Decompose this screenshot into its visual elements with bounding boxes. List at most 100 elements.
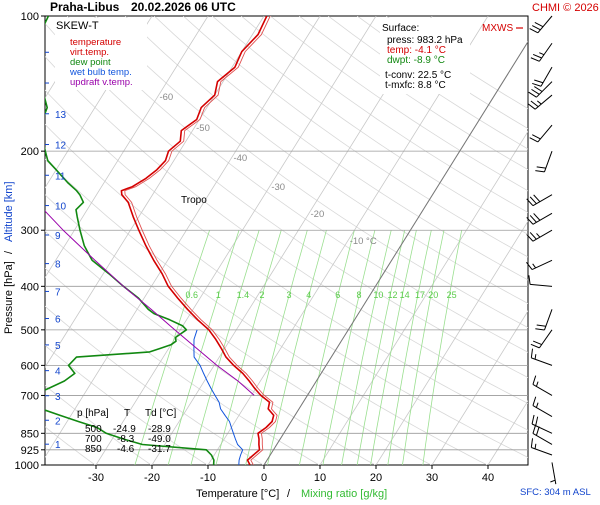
wind-barb-half-flag <box>535 402 539 408</box>
x-tick-label: -30 <box>88 472 104 484</box>
isotherm-label: -10 °C <box>350 236 377 247</box>
y-axis-title-separator: / <box>3 250 15 254</box>
y-axis-title: Pressure [hPa] <box>3 261 15 334</box>
mixing-ratio-label: 1.4 <box>237 290 250 300</box>
wind-barb <box>529 124 553 143</box>
wind-barb-flag <box>534 22 544 28</box>
wind-barb <box>530 329 553 349</box>
table-td-850: -31.7 <box>148 444 171 455</box>
altitude-tick-label: 5 <box>55 341 61 352</box>
isotherm-label: -40 <box>233 153 247 164</box>
wind-barb-staff <box>532 405 553 417</box>
wind-barb-staff <box>538 42 553 62</box>
wind-barb-staff <box>531 423 553 434</box>
mixing-ratio-line <box>190 230 260 465</box>
x-tick-label: 30 <box>426 472 438 484</box>
wind-barb-half-flag <box>550 479 556 483</box>
mixing-ratio-line <box>341 230 392 465</box>
wind-barb-staff <box>538 329 553 349</box>
legend-dew-point: dew point <box>70 57 111 68</box>
wind-barb-flag <box>533 213 541 221</box>
table-t-700: -8.3 <box>117 434 135 445</box>
zero-isotherm <box>263 40 528 465</box>
wind-barb-staff <box>534 94 553 110</box>
isotherm <box>375 220 528 465</box>
wind-barb-half-flag <box>535 381 539 387</box>
wind-barb-flag <box>535 170 545 173</box>
wind-barb <box>535 150 553 173</box>
mixing-ratio-label: 0.6 <box>185 290 198 300</box>
dry-adiabat <box>241 16 528 213</box>
surface-info: Surface: press: 983.2 hPa temp: -4.1 °C … <box>380 18 470 94</box>
isotherm <box>45 16 265 368</box>
mixing-ratio-line <box>387 230 432 465</box>
pressure-tick-label: 500 <box>21 325 39 337</box>
legend-updraft: updraft v.temp. <box>70 77 133 88</box>
altitude-tick-label: 12 <box>55 141 67 152</box>
wind-barb-staff <box>531 357 553 366</box>
mixing-ratio-line <box>322 230 376 465</box>
table-header-t: T <box>124 408 130 419</box>
table-p-850: 850 <box>85 444 102 455</box>
wind-barb <box>526 259 553 271</box>
mixing-ratio-label: 4 <box>306 290 311 300</box>
wind-barbs <box>526 15 557 485</box>
wind-barb-flag <box>526 198 534 207</box>
legend-box <box>55 18 147 90</box>
mixing-ratio-line <box>422 230 463 465</box>
wind-barb <box>530 348 553 366</box>
legend-temperature: temperature <box>70 37 121 48</box>
grid-lines <box>45 16 528 465</box>
sfc-label: SFC: 304 m ASL <box>520 487 591 498</box>
wind-barb-flag <box>531 414 535 425</box>
wind-barb-staff <box>532 229 553 242</box>
series-line-updraft-v-temp <box>45 210 255 396</box>
mixing-ratio-label: 2 <box>259 290 264 300</box>
wind-barb <box>530 438 553 456</box>
tropo-label: Tropo <box>181 195 207 206</box>
wind-barb <box>526 194 553 207</box>
y-axis-title-altitude: Altitude [km] <box>3 181 15 242</box>
wind-barb <box>526 212 553 225</box>
wind-barb-flag <box>527 103 536 110</box>
wind-barb <box>529 15 553 34</box>
wind-barb-flag <box>529 232 537 240</box>
wind-barb-flag <box>532 54 542 59</box>
wind-barb-flag <box>526 217 534 225</box>
dry-adiabat <box>125 16 528 304</box>
wind-barb-staff <box>532 384 553 396</box>
isotherm-label: -60 <box>159 92 173 103</box>
x-axis-title-separator: / <box>287 488 291 500</box>
wind-barb-flag <box>530 343 540 349</box>
wind-barb-half-flag <box>532 263 537 269</box>
wind-barb-staff <box>537 124 553 143</box>
x-tick-label: 0 <box>261 472 267 484</box>
mixing-ratio-label: 3 <box>286 290 291 300</box>
wind-barb-flag <box>526 234 534 242</box>
series-line-dew-point <box>45 16 215 465</box>
wind-barb-flag <box>532 424 537 434</box>
mixing-ratio-label: 12 <box>387 290 397 300</box>
dry-adiabat <box>96 16 528 329</box>
x-tick-label: 10 <box>314 472 326 484</box>
pressure-tick-label: 600 <box>21 360 39 372</box>
wind-barb-staff <box>532 433 553 445</box>
wind-barb-flag <box>532 134 541 140</box>
mixing-ratio-line <box>356 230 406 465</box>
legend: SKEW-T temperature virt.temp. dew point … <box>55 18 147 90</box>
x-axis-title-mixing: Mixing ratio [g/kg] <box>301 488 387 500</box>
wind-barb-flag <box>529 215 537 223</box>
pressure-tick-label: 200 <box>21 146 39 158</box>
sounding-curves <box>45 16 278 465</box>
dry-adiabat <box>212 16 528 235</box>
table-header-td: Td [°C] <box>145 408 176 419</box>
table-td-700: -49.0 <box>148 434 171 445</box>
series-line-virt-temp <box>124 16 278 465</box>
x-tick-label: -20 <box>144 472 160 484</box>
series-line-temperature <box>120 16 275 465</box>
wind-barb-flag <box>532 82 542 87</box>
x-axis-title: Temperature [°C] <box>196 488 279 500</box>
altitude-tick-label: 10 <box>55 202 67 213</box>
